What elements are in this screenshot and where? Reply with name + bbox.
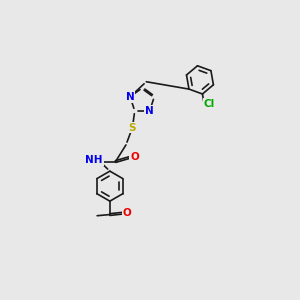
Text: O: O xyxy=(130,152,139,162)
Text: N: N xyxy=(126,92,134,102)
Text: Cl: Cl xyxy=(204,98,215,109)
Text: NH: NH xyxy=(85,155,103,165)
Text: O: O xyxy=(123,208,131,218)
Text: N: N xyxy=(145,106,154,116)
Text: S: S xyxy=(129,123,136,133)
